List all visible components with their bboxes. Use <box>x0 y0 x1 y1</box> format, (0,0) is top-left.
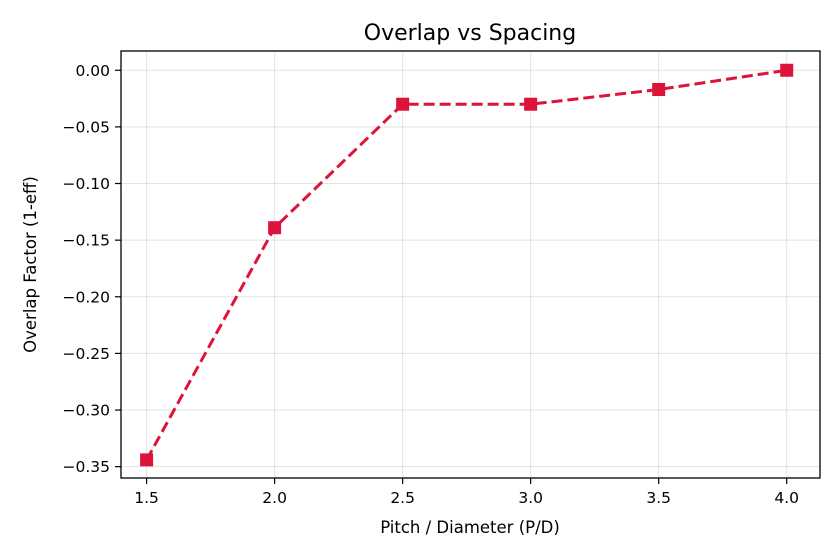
y-tick-label: −0.20 <box>63 288 111 306</box>
x-tick-label: 3.5 <box>646 489 671 507</box>
data-point-marker <box>652 83 666 97</box>
x-tick-label: 4.0 <box>774 489 799 507</box>
chart-title: Overlap vs Spacing <box>364 21 576 46</box>
data-point-marker <box>396 97 410 111</box>
series-layer <box>140 63 794 467</box>
data-point-marker <box>524 97 538 111</box>
y-tick-label: −0.35 <box>63 458 111 476</box>
grid-layer <box>121 51 820 478</box>
x-axis-label: Pitch / Diameter (P/D) <box>380 518 560 537</box>
y-tick-label: −0.25 <box>63 345 111 363</box>
ticks-layer: 1.5 2.0 2.5 3.0 3.5 4.0 0.00 −0.05 −0.10 −0.15 −0.… <box>63 62 800 507</box>
data-point-marker <box>140 453 154 467</box>
x-tick-label: 2.5 <box>390 489 415 507</box>
y-axis-label: Overlap Factor (1-eff) <box>21 176 40 353</box>
plot-area-frame <box>120 50 821 479</box>
series-line <box>145 68 787 461</box>
y-tick-label: −0.05 <box>63 118 111 136</box>
x-tick-label: 3.0 <box>518 489 543 507</box>
data-point-marker <box>780 63 794 77</box>
data-point-marker <box>268 221 282 235</box>
x-tick-label: 1.5 <box>134 489 159 507</box>
y-tick-label: −0.30 <box>63 402 111 420</box>
y-tick-label: 0.00 <box>75 62 110 80</box>
x-tick-label: 2.0 <box>262 489 287 507</box>
y-tick-label: −0.10 <box>63 175 111 193</box>
y-tick-label: −0.15 <box>63 232 111 250</box>
